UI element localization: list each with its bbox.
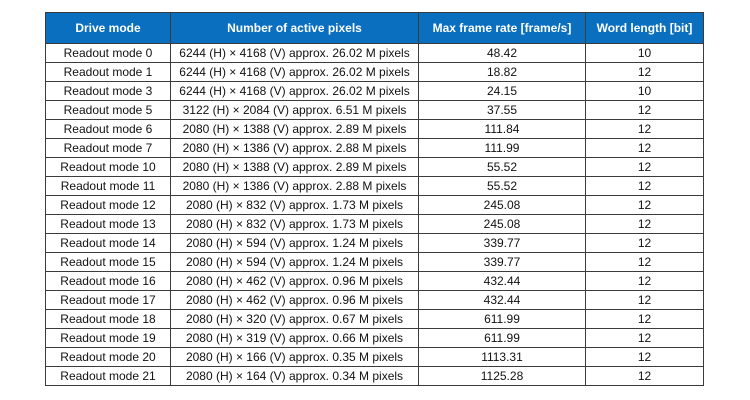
active-pixels-cell: 2080 (H) × 1388 (V) approx. 2.89 M pixel… (170, 119, 419, 139)
table-row: Readout mode 6 2080 (H) × 1388 (V) approx… (45, 119, 704, 139)
column-header-drive-mode: Drive mode (45, 12, 171, 44)
drive-mode-cell: Readout mode 20 (45, 347, 171, 367)
word-length-cell: 10 (585, 43, 704, 63)
active-pixels-cell: 2080 (H) × 832 (V) approx. 1.73 M pixels (170, 195, 419, 215)
table-row: Readout mode 12 2080 (H) × 832 (V) approx… (45, 195, 704, 215)
active-pixels-cell: 2080 (H) × 319 (V) approx. 0.66 M pixels (170, 328, 419, 348)
drive-mode-cell: Readout mode 10 (45, 157, 171, 177)
drive-mode-cell: Readout mode 14 (45, 233, 171, 253)
drive-mode-cell: Readout mode 13 (45, 214, 171, 234)
word-length-cell: 12 (585, 309, 704, 329)
drive-mode-cell: Readout mode 11 (45, 176, 171, 196)
frame-rate-cell: 245.08 (418, 214, 586, 234)
table-row: Readout mode 15 2080 (H) × 594 (V) approx… (45, 252, 704, 272)
frame-rate-cell: 432.44 (418, 290, 586, 310)
word-length-cell: 12 (585, 252, 704, 272)
table-body: Readout mode 0 6244 (H) × 4168 (V) approx… (45, 43, 704, 386)
active-pixels-cell: 2080 (H) × 320 (V) approx. 0.67 M pixels (170, 309, 419, 329)
table-row: Readout mode 19 2080 (H) × 319 (V) approx… (45, 328, 704, 348)
active-pixels-cell: 3122 (H) × 2084 (V) approx. 6.51 M pixel… (170, 100, 419, 120)
column-header-max-frame-rate: Max frame rate [frame/s] (418, 12, 586, 44)
table-row: Readout mode 13 2080 (H) × 832 (V) approx… (45, 214, 704, 234)
frame-rate-cell: 111.99 (418, 138, 586, 158)
word-length-cell: 12 (585, 271, 704, 291)
word-length-cell: 12 (585, 290, 704, 310)
active-pixels-cell: 6244 (H) × 4168 (V) approx. 26.02 M pixe… (170, 81, 419, 101)
frame-rate-cell: 1125.28 (418, 366, 586, 386)
table-row: Readout mode 11 2080 (H) × 1386 (V) appro… (45, 176, 704, 196)
readout-mode-table: Drive mode Number of active pixels Max f… (45, 12, 704, 386)
word-length-cell: 12 (585, 214, 704, 234)
drive-mode-cell: Readout mode 1 (45, 62, 171, 82)
word-length-cell: 12 (585, 328, 704, 348)
word-length-cell: 12 (585, 233, 704, 253)
word-length-cell: 12 (585, 195, 704, 215)
drive-mode-cell: Readout mode 19 (45, 328, 171, 348)
frame-rate-cell: 611.99 (418, 309, 586, 329)
drive-mode-cell: Readout mode 18 (45, 309, 171, 329)
drive-mode-cell: Readout mode 15 (45, 252, 171, 272)
drive-mode-cell: Readout mode 6 (45, 119, 171, 139)
active-pixels-cell: 2080 (H) × 832 (V) approx. 1.73 M pixels (170, 214, 419, 234)
drive-mode-cell: Readout mode 16 (45, 271, 171, 291)
word-length-cell: 12 (585, 138, 704, 158)
active-pixels-cell: 2080 (H) × 594 (V) approx. 1.24 M pixels (170, 252, 419, 272)
active-pixels-cell: 2080 (H) × 166 (V) approx. 0.35 M pixels (170, 347, 419, 367)
active-pixels-cell: 2080 (H) × 462 (V) approx. 0.96 M pixels (170, 290, 419, 310)
active-pixels-cell: 6244 (H) × 4168 (V) approx. 26.02 M pixe… (170, 62, 419, 82)
word-length-cell: 10 (585, 81, 704, 101)
word-length-cell: 12 (585, 176, 704, 196)
table-row: Readout mode 21 2080 (H) × 164 (V) approx… (45, 366, 704, 386)
frame-rate-cell: 1113.31 (418, 347, 586, 367)
table-row: Readout mode 17 2080 (H) × 462 (V) approx… (45, 290, 704, 310)
drive-mode-cell: Readout mode 21 (45, 366, 171, 386)
table-row: Readout mode 10 2080 (H) × 1388 (V) appro… (45, 157, 704, 177)
frame-rate-cell: 245.08 (418, 195, 586, 215)
word-length-cell: 12 (585, 119, 704, 139)
active-pixels-cell: 2080 (H) × 1386 (V) approx. 2.88 M pixel… (170, 138, 419, 158)
drive-mode-cell: Readout mode 17 (45, 290, 171, 310)
column-header-word-length: Word length [bit] (585, 12, 704, 44)
table-row: Readout mode 7 2080 (H) × 1386 (V) approx… (45, 138, 704, 158)
frame-rate-cell: 111.84 (418, 119, 586, 139)
column-header-active-pixels: Number of active pixels (170, 12, 419, 44)
word-length-cell: 12 (585, 366, 704, 386)
frame-rate-cell: 48.42 (418, 43, 586, 63)
table-row: Readout mode 20 2080 (H) × 166 (V) approx… (45, 347, 704, 367)
frame-rate-cell: 24.15 (418, 81, 586, 101)
table-row: Readout mode 3 6244 (H) × 4168 (V) approx… (45, 81, 704, 101)
table-row: Readout mode 0 6244 (H) × 4168 (V) approx… (45, 43, 704, 63)
table-row: Readout mode 16 2080 (H) × 462 (V) approx… (45, 271, 704, 291)
table-header: Drive mode Number of active pixels Max f… (45, 12, 704, 44)
active-pixels-cell: 2080 (H) × 1386 (V) approx. 2.88 M pixel… (170, 176, 419, 196)
drive-mode-cell: Readout mode 5 (45, 100, 171, 120)
table-row: Readout mode 5 3122 (H) × 2084 (V) approx… (45, 100, 704, 120)
frame-rate-cell: 432.44 (418, 271, 586, 291)
table-row: Readout mode 1 6244 (H) × 4168 (V) approx… (45, 62, 704, 82)
word-length-cell: 12 (585, 100, 704, 120)
frame-rate-cell: 37.55 (418, 100, 586, 120)
word-length-cell: 12 (585, 347, 704, 367)
word-length-cell: 12 (585, 157, 704, 177)
header-row: Drive mode Number of active pixels Max f… (45, 12, 704, 44)
active-pixels-cell: 2080 (H) × 462 (V) approx. 0.96 M pixels (170, 271, 419, 291)
table-row: Readout mode 18 2080 (H) × 320 (V) approx… (45, 309, 704, 329)
frame-rate-cell: 611.99 (418, 328, 586, 348)
drive-mode-cell: Readout mode 12 (45, 195, 171, 215)
frame-rate-cell: 339.77 (418, 252, 586, 272)
frame-rate-cell: 18.82 (418, 62, 586, 82)
drive-mode-cell: Readout mode 7 (45, 138, 171, 158)
table-row: Readout mode 14 2080 (H) × 594 (V) approx… (45, 233, 704, 253)
active-pixels-cell: 2080 (H) × 164 (V) approx. 0.34 M pixels (170, 366, 419, 386)
active-pixels-cell: 6244 (H) × 4168 (V) approx. 26.02 M pixe… (170, 43, 419, 63)
frame-rate-cell: 55.52 (418, 157, 586, 177)
drive-mode-cell: Readout mode 3 (45, 81, 171, 101)
drive-mode-cell: Readout mode 0 (45, 43, 171, 63)
frame-rate-cell: 339.77 (418, 233, 586, 253)
active-pixels-cell: 2080 (H) × 1388 (V) approx. 2.89 M pixel… (170, 157, 419, 177)
active-pixels-cell: 2080 (H) × 594 (V) approx. 1.24 M pixels (170, 233, 419, 253)
frame-rate-cell: 55.52 (418, 176, 586, 196)
word-length-cell: 12 (585, 62, 704, 82)
